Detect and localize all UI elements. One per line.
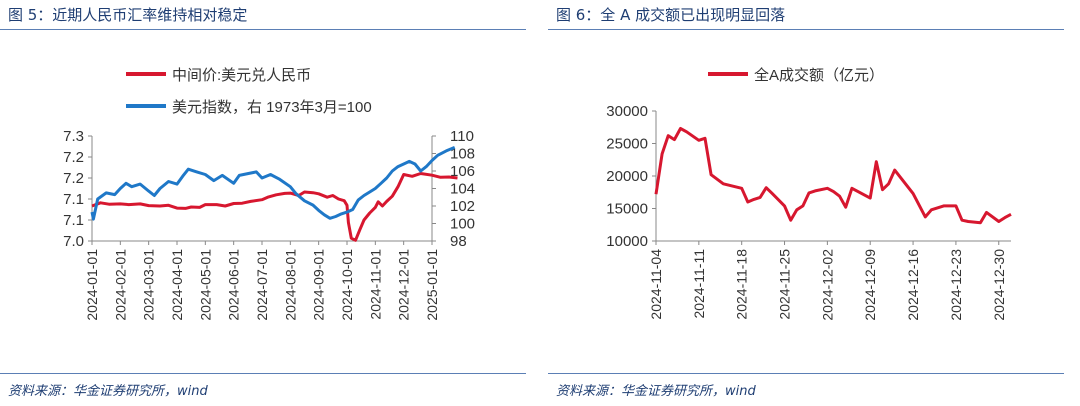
turnover-chart: 全A成交额（亿元） 10000 15000 20000 25000 30000 2024-… xyxy=(606,66,1012,321)
x-tick-label: 2024-08-01 xyxy=(282,249,298,321)
x-tick-label: 2024-05-01 xyxy=(197,249,213,321)
fx-chart: 中间价:美元兑人民币 美元指数，右 1973年3月=100 7.0 7.1 7.1 7… xyxy=(63,67,475,321)
legend-label-cny: 中间价:美元兑人民币 xyxy=(172,67,311,84)
y-tick-label: 20000 xyxy=(606,168,648,185)
x-tick-label: 2025-01-01 xyxy=(424,249,440,321)
x-tick-label: 2024-06-01 xyxy=(226,249,242,321)
x-tick-label: 2024-12-16 xyxy=(905,249,921,321)
x-tick-label: 2024-11-25 xyxy=(777,249,793,320)
series-line-dxy xyxy=(90,146,456,221)
source-divider xyxy=(0,373,526,374)
y-right-tick-label: 102 xyxy=(450,198,475,215)
series-line-cny xyxy=(91,172,458,242)
x-tick-label: 2024-10-01 xyxy=(339,249,355,321)
x-tick-label: 2024-04-01 xyxy=(169,249,185,321)
series-line-turnover xyxy=(654,127,1012,225)
legend: 中间价:美元兑人民币 美元指数，右 1973年3月=100 xyxy=(126,67,372,116)
y-right-tick-label: 110 xyxy=(450,128,474,145)
y-left-tick-label: 7.0 xyxy=(63,233,84,250)
y-left-tick-label: 7.1 xyxy=(63,191,84,208)
x-tick-label: 2024-01-01 xyxy=(84,249,100,321)
fx-figure-panel: 图 5：近期人民币汇率维持相对稳定 中间价:美元兑人民币 美元指数，右 1973… xyxy=(0,0,526,406)
y-tick-label: 15000 xyxy=(606,201,648,218)
y-right-tick-label: 108 xyxy=(450,146,475,163)
x-tick-label: 2024-11-18 xyxy=(734,249,750,320)
y-tick-label: 25000 xyxy=(606,136,648,153)
source-note: 资料来源：华金证券研究所，wind xyxy=(8,384,208,399)
x-tick-label: 2024-03-01 xyxy=(141,249,157,321)
x-tick-label: 2024-12-23 xyxy=(948,249,964,321)
legend: 全A成交额（亿元） xyxy=(708,66,884,84)
y-left-tick-label: 7.2 xyxy=(63,149,84,166)
source-divider xyxy=(548,373,1064,374)
y-right-tick-label: 104 xyxy=(450,181,475,198)
y-tick-label: 10000 xyxy=(606,233,648,250)
title-divider xyxy=(548,29,1064,30)
legend-label-dxy: 美元指数，右 1973年3月=100 xyxy=(172,99,372,116)
x-tick-label: 2024-02-01 xyxy=(112,249,128,321)
x-tick-label: 2024-11-11 xyxy=(691,249,707,319)
title-divider xyxy=(0,29,526,30)
figure-title: 图 5：近期人民币汇率维持相对稳定 xyxy=(8,6,248,24)
x-tick-label: 2024-07-01 xyxy=(254,249,270,321)
turnover-figure-panel: 图 6：全 A 成交额已出现明显回落 全A成交额（亿元） 10000 15000 2… xyxy=(548,0,1064,406)
y-tick-label: 30000 xyxy=(606,103,648,120)
y-left-tick-label: 7.3 xyxy=(63,128,84,145)
x-tick-label: 2024-11-04 xyxy=(648,249,664,320)
y-right-tick-label: 98 xyxy=(450,233,467,250)
x-tick-label: 2024-12-02 xyxy=(819,249,835,321)
y-left-tick-label: 7.2 xyxy=(63,170,84,187)
legend-label-turnover: 全A成交额（亿元） xyxy=(754,66,884,84)
x-tick-label: 2024-12-09 xyxy=(862,249,878,321)
y-right-tick-label: 106 xyxy=(450,163,475,180)
x-tick-label: 2024-09-01 xyxy=(311,249,327,321)
x-tick-label: 2024-12-30 xyxy=(991,249,1007,321)
y-left-tick-label: 7.1 xyxy=(63,212,84,229)
x-tick-label: 2024-11-01 xyxy=(367,249,383,320)
figure-title: 图 6：全 A 成交额已出现明显回落 xyxy=(556,6,786,24)
x-tick-label: 2024-12-01 xyxy=(396,249,412,321)
y-right-tick-label: 100 xyxy=(450,216,475,233)
source-note: 资料来源：华金证券研究所，wind xyxy=(556,384,756,399)
